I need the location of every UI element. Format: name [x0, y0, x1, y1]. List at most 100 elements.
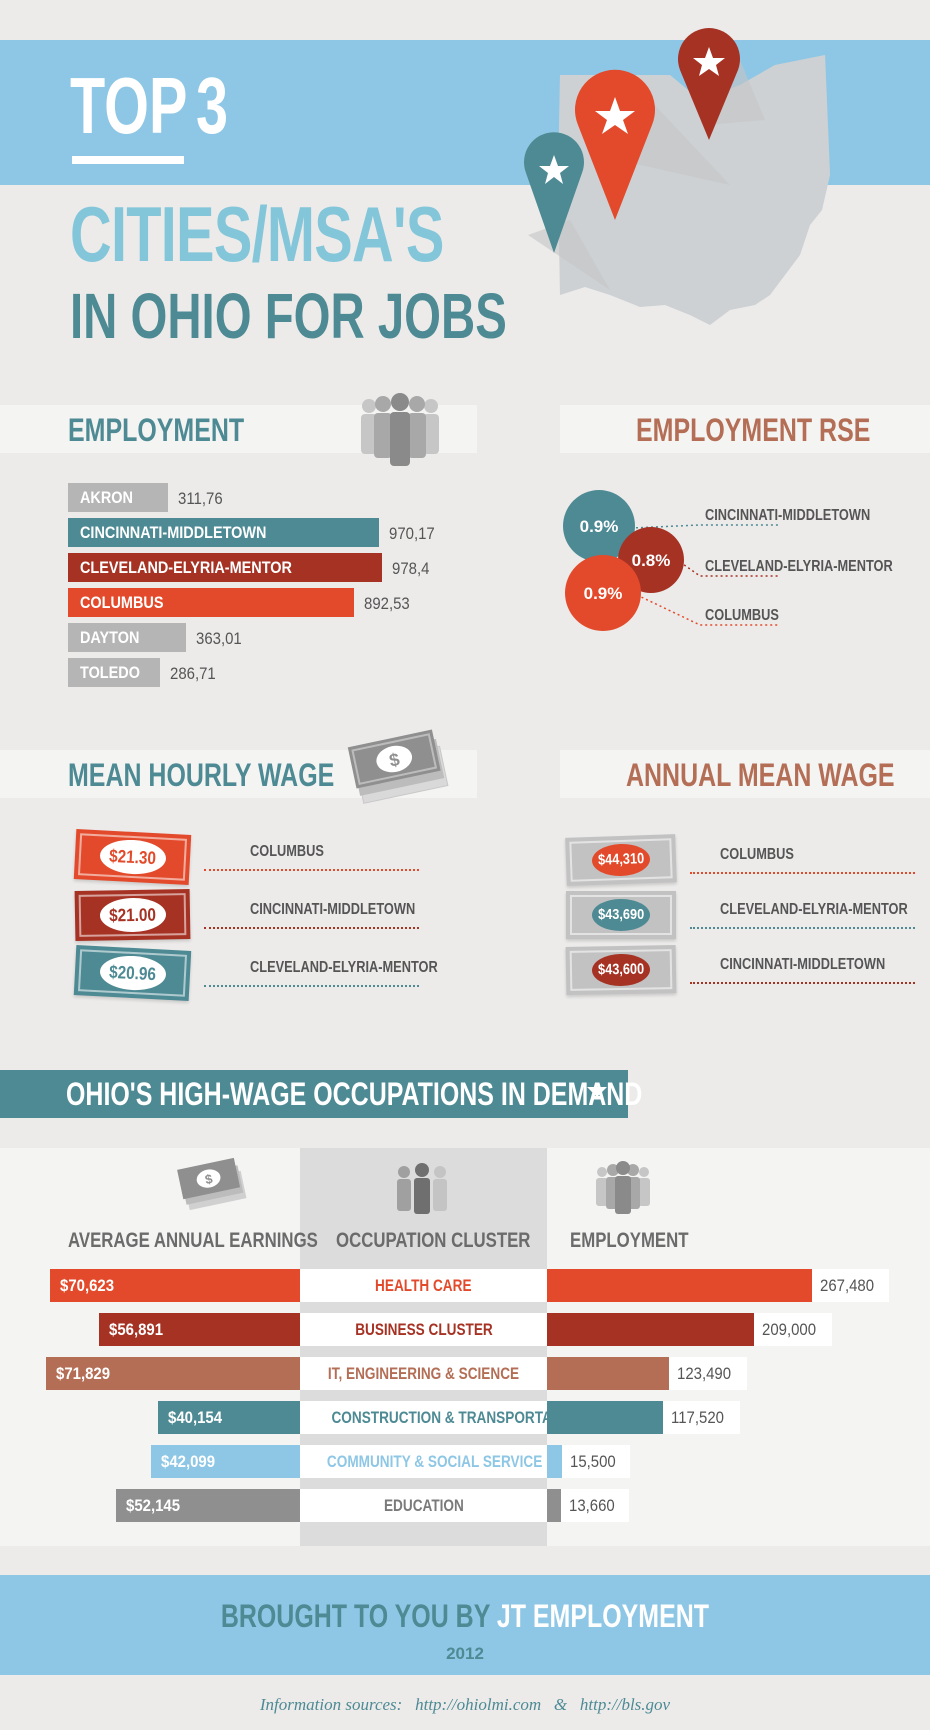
employment-value-label: 978,4	[392, 559, 430, 578]
title-top: TOP	[70, 66, 233, 146]
money-bill-icon: $43,690	[566, 891, 676, 939]
title-ohio-jobs: IN OHIO FOR JOBS	[70, 280, 507, 352]
rse-city-label: CINCINNATI-MIDDLETOWN	[705, 507, 871, 524]
map-pin-icon	[575, 69, 730, 221]
wage-city-label: CINCINNATI-MIDDLETOWN	[720, 956, 886, 973]
rse-bubble-value: 0.9%	[584, 584, 623, 603]
money-bill-icon: $43,600	[565, 945, 677, 995]
svg-text:$: $	[204, 1171, 215, 1187]
employment-rse-title: EMPLOYMENT RSE	[636, 412, 871, 448]
wage-value: $43,600	[597, 960, 645, 979]
wage-value: $43,690	[597, 906, 645, 923]
people-group-icon	[361, 393, 439, 466]
title-word-top: TOP	[70, 61, 188, 150]
column-head-employment: EMPLOYMENT	[570, 1229, 689, 1252]
money-bill-icon: $44,310	[565, 834, 677, 886]
employment-bar	[547, 1489, 561, 1522]
occupation-cluster-label: CONSTRUCTION & TRANSPORTATION	[300, 1401, 583, 1434]
rse-city-label: COLUMBUS	[705, 607, 779, 624]
wage-city-label: COLUMBUS	[250, 843, 324, 860]
title-underline	[72, 156, 184, 164]
wage-city-label: COLUMBUS	[720, 846, 794, 863]
employment-value-label: 267,480	[812, 1269, 890, 1302]
earnings-bar: $70,623	[50, 1269, 300, 1302]
employment-bar-label: DAYTON	[80, 628, 140, 647]
rse-bubble-value: 0.9%	[580, 517, 619, 536]
wage-value-oval: $43,600	[591, 953, 651, 987]
ohio-map-illustration	[524, 28, 830, 325]
money-bill-icon: $21.00	[74, 889, 191, 941]
employment-value-label: 970,17	[389, 524, 436, 543]
employment-rse-header-strip	[560, 405, 930, 453]
chevron-down-icon[interactable]	[585, 1084, 609, 1100]
occupation-cluster-label: IT, ENGINEERING & SCIENCE	[300, 1357, 547, 1390]
wage-connector-line	[690, 982, 915, 984]
employment-value-label: 363,01	[196, 629, 242, 648]
employment-value-label: 209,000	[754, 1313, 832, 1346]
employment-bar	[547, 1269, 812, 1302]
map-pin-icon	[524, 132, 610, 290]
svg-text:$: $	[387, 749, 401, 771]
money-bill-border	[570, 895, 672, 935]
employment-value-label: 286,71	[170, 664, 216, 683]
wage-value-oval: $21.00	[99, 897, 166, 933]
employment-value-label: 123,490	[669, 1357, 747, 1390]
earnings-bar: $42,099	[151, 1445, 300, 1478]
sources-label: Information sources:	[259, 1695, 403, 1714]
title-number: 3	[196, 61, 229, 150]
employment-value-label: 117,520	[663, 1401, 740, 1434]
source-link-ohiolmi[interactable]: http://ohiolmi.com	[415, 1695, 542, 1714]
earnings-bar: $71,829	[46, 1357, 300, 1390]
annual-mean-wage-title: ANNUAL MEAN WAGE	[626, 757, 895, 793]
employment-bar: CLEVELAND-ELYRIA-MENTOR	[68, 553, 382, 582]
employment-bar	[547, 1445, 563, 1478]
money-bill-icon: $20.96	[73, 945, 192, 1001]
rse-bubble	[565, 555, 641, 631]
workers-icon	[397, 1163, 447, 1214]
rse-bubble	[563, 490, 635, 562]
map-pin-icon	[678, 28, 765, 140]
wage-city-label: CLEVELAND-ELYRIA-MENTOR	[720, 901, 908, 918]
rse-bubble	[618, 527, 684, 593]
wage-city-label: CLEVELAND-ELYRIA-MENTOR	[250, 959, 438, 976]
employment-bar	[547, 1401, 664, 1434]
employment-value-label: 311,76	[178, 489, 223, 508]
wage-value-oval: $44,310	[591, 842, 651, 878]
employment-value-label: 15,500	[562, 1445, 631, 1478]
occupation-cluster-label: BUSINESS CLUSTER	[300, 1313, 547, 1346]
occupations-header-band	[0, 1070, 628, 1118]
wage-value: $21.00	[108, 904, 157, 926]
information-sources: Information sources: http://ohiolmi.com …	[0, 1695, 930, 1715]
column-head-earnings: AVERAGE ANNUAL EARNINGS	[68, 1229, 318, 1252]
wage-connector-line	[690, 927, 915, 929]
wage-connector-line	[690, 872, 915, 874]
wage-value-oval: $43,690	[592, 899, 650, 931]
employment-value-label: 892,53	[364, 594, 411, 613]
money-stack-icon: $	[177, 1157, 247, 1211]
occupations-title: OHIO'S HIGH-WAGE OCCUPATIONS IN DEMAND	[66, 1076, 643, 1112]
occupation-cluster-label: COMMUNITY & SOCIAL SERVICE	[300, 1445, 547, 1478]
employment-title: EMPLOYMENT	[68, 412, 245, 448]
employment-bar	[547, 1357, 670, 1390]
footer-brand: JT EMPLOYMENT	[496, 1598, 710, 1634]
rse-connector-line	[630, 524, 778, 529]
employment-bar: CINCINNATI-MIDDLETOWN	[68, 518, 380, 547]
employment-bar-label: COLUMBUS	[80, 593, 164, 612]
title-cities: CITIES/MSA'S	[70, 190, 444, 278]
earnings-bar: $56,891	[98, 1313, 300, 1346]
occupation-cluster-column	[300, 1148, 547, 1546]
source-link-bls[interactable]: http://bls.gov	[579, 1695, 671, 1714]
employment-bar-label: AKRON	[80, 488, 133, 507]
annual-wage-header-strip	[560, 750, 930, 798]
rse-city-label: CLEVELAND-ELYRIA-MENTOR	[705, 558, 893, 575]
wage-value: $21.30	[108, 845, 157, 869]
money-bill-icon: $21.30	[73, 829, 192, 885]
footer-credit-prefix: BROUGHT TO YOU BY	[220, 1598, 497, 1634]
employment-bar: AKRON	[68, 483, 168, 512]
wage-city-label: CINCINNATI-MIDDLETOWN	[250, 901, 416, 918]
wage-connector-line	[204, 985, 419, 987]
wage-connector-line	[204, 869, 419, 871]
rse-bubble-value: 0.8%	[632, 551, 671, 570]
money-stack-icon: $	[347, 729, 449, 804]
employment-bar-label: CLEVELAND-ELYRIA-MENTOR	[80, 558, 292, 577]
